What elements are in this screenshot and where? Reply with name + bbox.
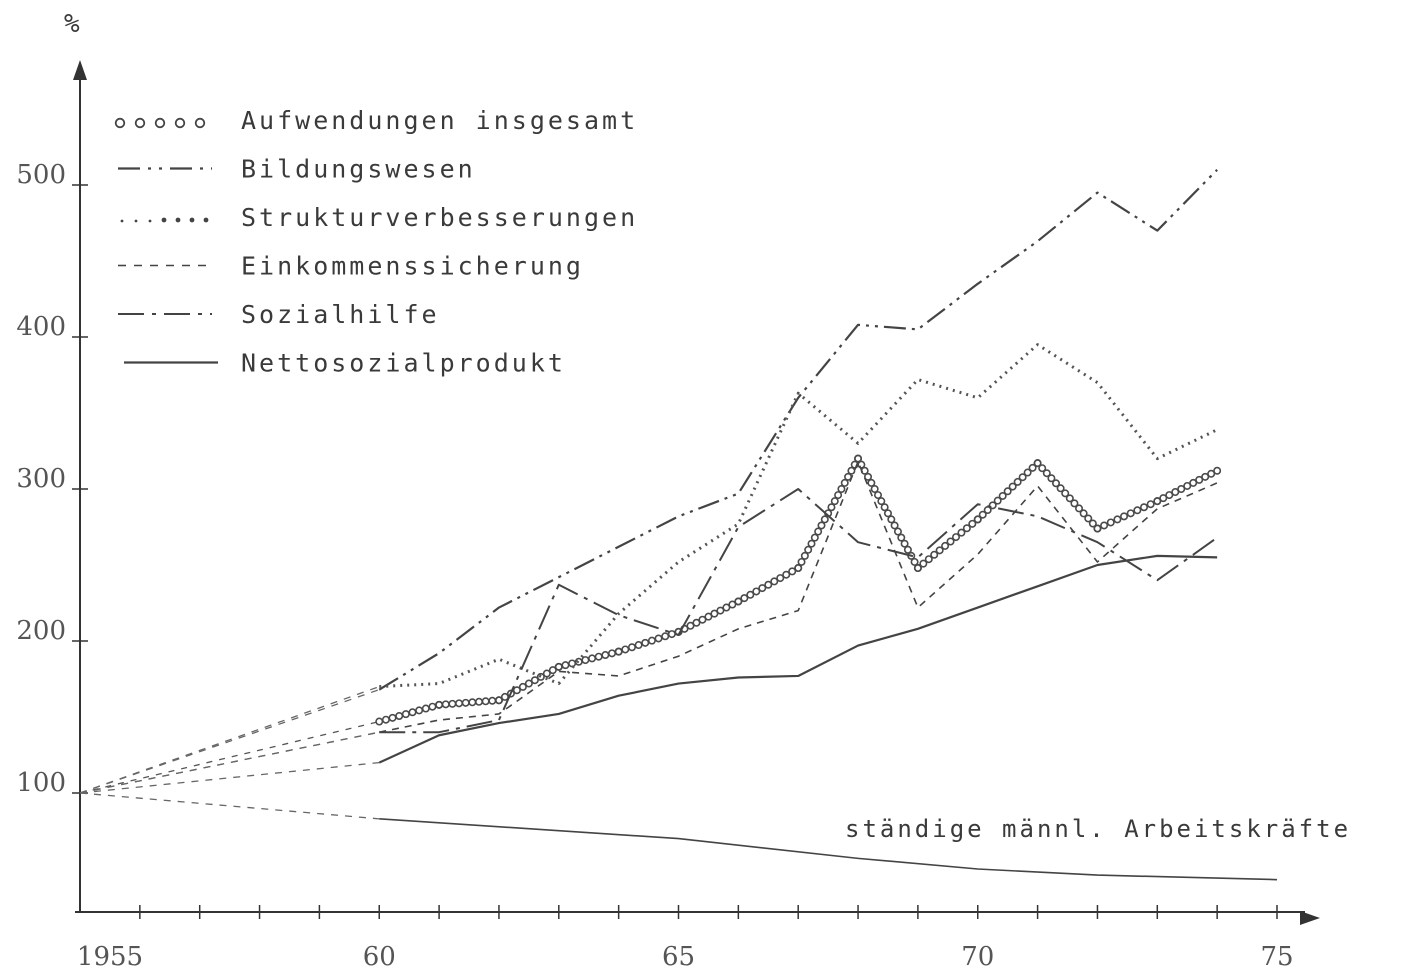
- series-marker: [655, 635, 661, 641]
- series-marker: [389, 715, 395, 721]
- legend-swatch: [116, 119, 125, 128]
- y-tick-label: 300: [16, 464, 66, 494]
- series-marker: [1128, 510, 1134, 516]
- series-marker: [582, 657, 588, 663]
- legend-swatch: [162, 218, 167, 223]
- series-line: [379, 462, 1217, 733]
- y-tick-label: 400: [16, 312, 66, 342]
- series-marker: [562, 662, 568, 668]
- series-line: [379, 170, 1217, 690]
- series-marker: [649, 637, 655, 643]
- legend-swatch: [149, 220, 152, 223]
- legend-label: Strukturverbesserungen: [241, 203, 638, 232]
- legend-swatch: [204, 218, 209, 223]
- series-strukturverbesserungen: [80, 345, 1217, 793]
- series-marker: [629, 644, 635, 650]
- legend-label: Bildungswesen: [241, 155, 476, 184]
- legend-swatch: [136, 119, 145, 128]
- series-marker: [383, 717, 389, 723]
- y-tick-label: 200: [16, 616, 66, 646]
- series-marker: [635, 642, 641, 648]
- series-lead-in: [80, 793, 379, 819]
- series-marker: [476, 699, 482, 705]
- series-marker: [482, 698, 488, 704]
- series-marker: [1134, 507, 1140, 513]
- series-marker: [642, 640, 648, 646]
- series-einkommenssicherung: [80, 462, 1217, 793]
- legend-swatch: [196, 119, 205, 128]
- series-lead-in: [80, 687, 379, 793]
- x-axis-arrow: [1300, 911, 1320, 925]
- legend-item: Aufwendungen insgesamt: [116, 106, 638, 135]
- series-marker: [403, 711, 409, 717]
- legend-swatch: [176, 218, 181, 223]
- legend-swatch: [190, 218, 195, 223]
- legend-label: Einkommenssicherung: [241, 252, 584, 281]
- series-marker: [609, 650, 615, 656]
- series-marker: [1101, 522, 1107, 528]
- x-tick-label: 65: [662, 942, 695, 971]
- legend-label: Sozialhilfe: [241, 300, 440, 329]
- x-tick-label: 1955: [77, 942, 143, 971]
- series-marker: [1114, 516, 1120, 522]
- series-marker: [1094, 525, 1100, 531]
- y-tick-label: 100: [16, 768, 66, 798]
- legend-swatch: [121, 220, 124, 223]
- series-marker: [602, 652, 608, 658]
- legend-label: Aufwendungen insgesamt: [241, 106, 638, 135]
- series-marker: [1121, 513, 1127, 519]
- series-line: [379, 345, 1217, 687]
- legend-item: Strukturverbesserungen: [121, 203, 639, 232]
- legend-label: Nettosozialprodukt: [241, 349, 566, 378]
- series-marker: [429, 703, 435, 709]
- series-marker: [1147, 501, 1153, 507]
- series-marker: [456, 700, 462, 706]
- series-marker: [596, 654, 602, 660]
- series-marker: [416, 707, 422, 713]
- series-marker: [1108, 519, 1114, 525]
- series-marker: [469, 699, 475, 705]
- legend: Aufwendungen insgesamt Bildungswesen Struk…: [116, 106, 638, 378]
- series-nettosozialprodukt: [80, 556, 1217, 793]
- legend-item: Nettosozialprodukt: [124, 349, 566, 378]
- legend-item: Einkommenssicherung: [118, 252, 584, 281]
- series-marker: [423, 705, 429, 711]
- series-marker: [622, 646, 628, 652]
- series-marker: [409, 709, 415, 715]
- legend-swatch: [135, 220, 138, 223]
- legend-item: Bildungswesen: [118, 155, 476, 184]
- series-marker: [396, 713, 402, 719]
- x-tick-label: 75: [1260, 942, 1293, 971]
- series-marker: [669, 631, 675, 637]
- series-marker: [443, 701, 449, 707]
- series-marker: [569, 660, 575, 666]
- y-tick-label: 500: [16, 160, 66, 190]
- series-marker: [489, 698, 495, 704]
- annotation-label: ständige männl. Arbeitskräfte: [845, 815, 1351, 843]
- series-lead-in: [80, 722, 379, 793]
- series-marker: [1141, 504, 1147, 510]
- legend-swatch: [176, 119, 185, 128]
- series-marker: [662, 633, 668, 639]
- ticks: 1955 60 65 70 75 100 200 300 400 500: [16, 160, 1293, 971]
- legend-item: Sozialhilfe: [118, 300, 440, 329]
- legend-swatch: [156, 119, 165, 128]
- series-marker: [556, 664, 562, 670]
- x-tick-label: 60: [363, 942, 396, 971]
- series-marker: [449, 701, 455, 707]
- series-marker: [463, 700, 469, 706]
- series-line: [379, 556, 1217, 763]
- series-marker: [1214, 468, 1220, 474]
- series-marker: [436, 702, 442, 708]
- series-marker: [589, 655, 595, 661]
- axes: %: [64, 9, 1320, 925]
- series-aufwendungen-insgesamt: [80, 455, 1220, 793]
- series-marker: [376, 718, 382, 724]
- y-axis-label: %: [64, 9, 80, 39]
- series-marker: [615, 648, 621, 654]
- y-axis-arrow: [73, 60, 87, 80]
- x-tick-label: 70: [961, 942, 994, 971]
